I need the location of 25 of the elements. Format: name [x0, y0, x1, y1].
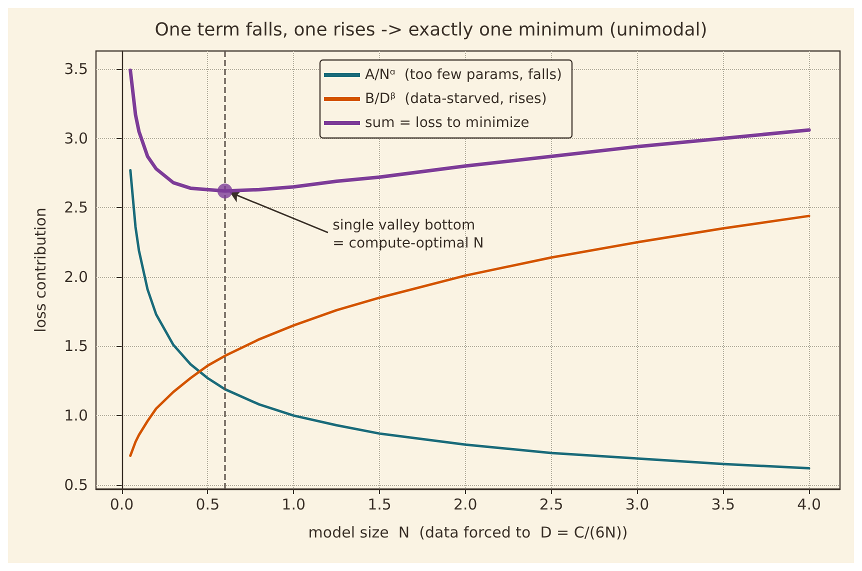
- y-axis-title: loss contribution: [32, 208, 50, 332]
- x-tick-label: 0.0: [110, 496, 134, 514]
- x-axis-title: model size N (data forced to D = C/(6N)): [308, 524, 628, 542]
- x-tick-label: 0.5: [196, 496, 220, 514]
- legend-label: A/Nᵅ (too few params, falls): [365, 67, 562, 83]
- y-tick-label: 1.0: [64, 406, 88, 425]
- y-tick-label: 1.5: [64, 337, 88, 356]
- legend-label: sum = loss to minimize: [365, 115, 530, 131]
- x-tick-label: 1.5: [368, 496, 392, 514]
- x-tick-label: 3.0: [625, 496, 650, 514]
- annotation: single valley bottom = compute-optimal N: [332, 217, 484, 252]
- line-series: [129, 214, 810, 457]
- legend-label: B/Dᵝ (data-starved, rises): [365, 91, 547, 107]
- y-tick-label: 0.5: [64, 476, 88, 494]
- x-tick-label: 2.5: [539, 496, 564, 514]
- y-tick-label: 3.5: [64, 60, 88, 78]
- y-tick-label: 3.0: [64, 129, 88, 148]
- chart-title: One term falls, one rises -> exactly one minimum (unimodal): [154, 20, 708, 40]
- y-tick-label: 2.0: [64, 268, 88, 286]
- x-tick-label: 4.0: [797, 496, 821, 514]
- x-tick-label: 1.0: [282, 496, 306, 514]
- x-tick-label: 3.5: [711, 496, 736, 514]
- y-tick-label: 2.5: [64, 198, 88, 217]
- x-tick-label: 2.0: [453, 496, 478, 514]
- line-series: [129, 168, 810, 470]
